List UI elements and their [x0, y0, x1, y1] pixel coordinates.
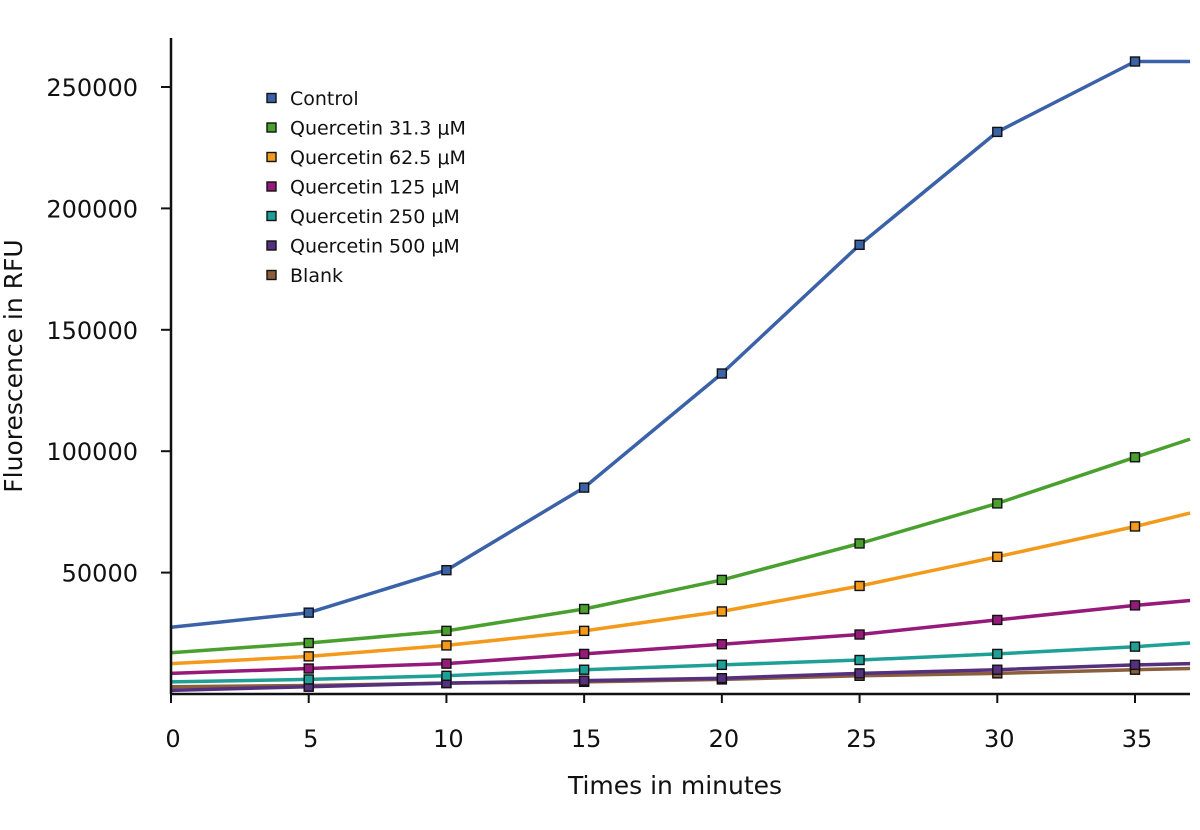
data-point-marker	[854, 538, 865, 549]
legend-swatch	[266, 240, 277, 251]
data-point-marker	[854, 629, 865, 640]
legend-label: Quercetin 62.5 μM	[290, 147, 466, 169]
y-tick-label: 250000	[46, 74, 138, 102]
y-tick-label: 100000	[46, 438, 138, 466]
data-point-marker	[578, 625, 590, 637]
data-point-marker	[992, 126, 1003, 138]
x-tick-label: 20	[709, 725, 740, 753]
x-tick-label: 30	[984, 725, 1015, 753]
data-point-marker	[992, 614, 1003, 626]
data-point-marker	[1129, 600, 1141, 611]
legend-label: Quercetin 250 μM	[290, 206, 460, 228]
series-line	[170, 598, 1191, 676]
series-group	[170, 437, 1191, 655]
y-tick-label: 50000	[62, 560, 138, 588]
data-point-marker	[303, 651, 314, 662]
data-point-marker	[992, 648, 1003, 660]
data-point-marker	[716, 606, 728, 617]
y-axis-label: Fluorescence in RFU	[0, 239, 28, 492]
legend-label: Quercetin 500 μM	[290, 236, 460, 258]
y-axis-ticks: 50000 100000 150000 200000 250000	[46, 74, 171, 588]
data-point-marker	[1129, 641, 1141, 652]
x-tick-label: 10	[433, 725, 464, 753]
data-point-marker	[578, 648, 590, 660]
data-point-marker	[441, 670, 452, 681]
data-point-marker	[992, 498, 1003, 509]
legend-label: Quercetin 125 μM	[290, 177, 460, 199]
data-point-marker	[578, 603, 590, 615]
x-axis-label: Times in minutes	[567, 771, 782, 800]
series-group	[170, 659, 1191, 693]
data-point-marker	[716, 574, 728, 586]
data-point-marker	[1129, 452, 1141, 463]
data-point-marker	[716, 659, 728, 671]
series-line	[170, 437, 1191, 655]
data-point-marker	[441, 564, 452, 576]
legend-label: Quercetin 31.3 μM	[290, 118, 466, 140]
data-point-marker	[854, 239, 865, 251]
legend-label: Blank	[290, 265, 343, 287]
legend-swatch	[266, 122, 277, 133]
series-group	[170, 598, 1191, 676]
legend-swatch	[266, 181, 277, 192]
x-tick-label: 15	[571, 725, 602, 753]
data-point-marker	[303, 674, 314, 685]
y-tick-label: 200000	[46, 195, 138, 223]
data-point-marker	[441, 625, 452, 637]
legend-swatch	[266, 151, 277, 163]
data-point-marker	[992, 551, 1003, 563]
series-group	[170, 511, 1191, 666]
data-point-marker	[441, 640, 452, 651]
x-tick-label: 5	[303, 725, 318, 753]
data-point-marker	[854, 580, 865, 592]
data-point-marker	[1129, 521, 1141, 532]
data-point-marker	[716, 368, 728, 379]
data-point-marker	[992, 664, 1003, 675]
data-point-marker	[1129, 659, 1141, 671]
legend-swatch	[266, 269, 277, 281]
data-point-marker	[1129, 56, 1141, 67]
series-layer	[170, 56, 1191, 693]
x-tick-label: 25	[846, 725, 877, 753]
legend-label: Control	[290, 88, 359, 110]
data-point-marker	[578, 482, 590, 493]
data-point-marker	[716, 673, 728, 684]
legend-swatch	[266, 92, 277, 104]
x-axis-ticks: 0 5 10 15 20 25 30 35	[165, 694, 1152, 753]
data-point-marker	[854, 654, 865, 666]
data-point-marker	[303, 637, 314, 649]
legend: Control Quercetin 31.3 μM Quercetin 62.5 μ…	[266, 88, 466, 287]
data-point-marker	[441, 658, 452, 669]
x-tick-label: 35	[1122, 725, 1153, 753]
series-group	[170, 56, 1191, 629]
data-point-marker	[578, 664, 590, 675]
series-group	[170, 641, 1191, 685]
data-point-marker	[303, 663, 314, 674]
y-tick-label: 150000	[46, 317, 138, 345]
x-tick-label: 0	[165, 725, 180, 753]
data-point-marker	[578, 675, 590, 686]
data-point-marker	[854, 668, 865, 679]
data-point-marker	[303, 607, 314, 618]
legend-swatch	[266, 210, 277, 222]
data-point-marker	[716, 639, 728, 650]
